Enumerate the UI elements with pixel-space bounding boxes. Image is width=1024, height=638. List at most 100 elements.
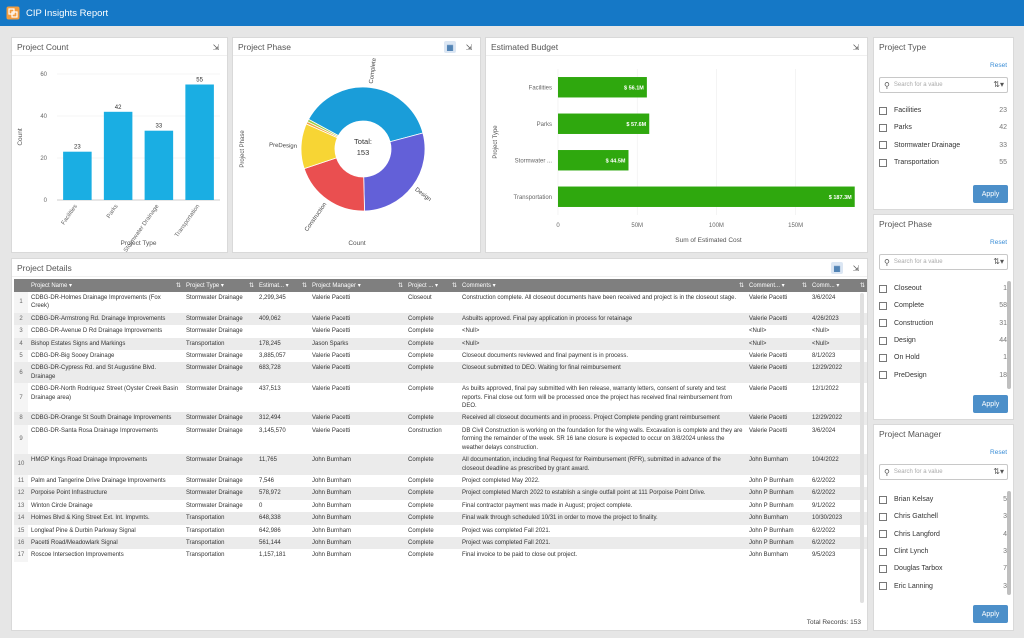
sort-icon[interactable]: ⇅ — [175, 283, 181, 289]
export-icon[interactable]: ⇲ — [852, 263, 860, 273]
checkbox[interactable] — [879, 284, 887, 293]
filter-item[interactable]: Design 44 — [879, 332, 1007, 349]
filter-item[interactable]: PreDesign 18 — [879, 366, 1007, 383]
filter-item[interactable]: Complete 58 — [879, 297, 1007, 314]
table-scrollbar[interactable] — [860, 293, 864, 603]
chevron-down-icon[interactable]: ▾ — [780, 283, 785, 289]
table-view-icon[interactable]: ▦ — [831, 262, 843, 274]
reset-link[interactable]: Reset — [990, 449, 1007, 456]
filter-item[interactable]: Chris Gatchell 3 — [879, 508, 1007, 525]
filter-item[interactable]: Closeout 1 — [879, 280, 1007, 297]
table-row[interactable]: 8 CDBG-DR-Orange St South Drainage Improv… — [14, 412, 867, 425]
table-row[interactable]: 2 CDBG-DR-Armstrong Rd. Drainage Improvem… — [14, 312, 867, 326]
table-row[interactable]: 10 HMGP Kings Road Drainage Improvements S… — [14, 454, 867, 475]
checkbox[interactable] — [879, 547, 887, 556]
chevron-down-icon[interactable]: ▾ — [284, 283, 289, 289]
sort-icon[interactable]: ⇅ — [248, 283, 254, 289]
table-row[interactable]: 12 Porpoise Point Infrastructure Stormwate… — [14, 487, 867, 500]
filter-item[interactable]: Eric Lanning 3 — [879, 577, 1007, 594]
table-row[interactable]: 7 CDBG-DR-North Rodriquez Street (Oyster … — [14, 383, 867, 413]
checkbox[interactable] — [879, 141, 887, 150]
column-header[interactable]: Comments ▾ ⇅ — [459, 279, 746, 292]
table-row[interactable]: 16 Pacetti Road/Meadowlark Signal Transpor… — [14, 536, 867, 550]
table-row[interactable]: 15 Longleaf Pine & Durbin Parkway Signal T… — [14, 524, 867, 537]
filter-item[interactable]: Stormwater Drainage 33 — [879, 137, 1007, 154]
checkbox[interactable] — [879, 495, 887, 504]
chevron-down-icon[interactable]: ▾ — [491, 283, 496, 289]
filter-scrollbar[interactable] — [1007, 491, 1011, 595]
filter-item[interactable]: Facilities 23 — [879, 102, 1007, 119]
table-row[interactable]: 13 Winton Circle Drainage Stormwater Drain… — [14, 499, 867, 513]
checkbox[interactable] — [879, 564, 887, 573]
checkbox[interactable] — [879, 530, 887, 539]
checkbox[interactable] — [879, 319, 887, 328]
apply-button[interactable]: Apply — [973, 185, 1008, 203]
filter-item-count: 3 — [1003, 548, 1007, 556]
checkbox[interactable] — [879, 353, 887, 362]
sort-icon[interactable]: ⇅ — [859, 283, 865, 289]
checkbox[interactable] — [879, 512, 887, 521]
filter-item[interactable]: Construction 31 — [879, 315, 1007, 332]
table-row[interactable]: 6 CDBG-DR-Cypress Rd. and St Augustine Bl… — [14, 362, 867, 384]
table-row[interactable]: 11 Palm and Tangerine Drive Drainage Impr… — [14, 474, 867, 488]
export-icon[interactable]: ⇲ — [465, 42, 473, 52]
checkbox[interactable] — [879, 123, 887, 132]
filter-item[interactable]: Douglas Tarbox 7 — [879, 560, 1007, 577]
column-header[interactable]: Project ... ▾ ⇅ — [405, 279, 459, 292]
column-header[interactable]: Comm... ▾ ⇅ — [809, 279, 867, 292]
export-icon[interactable]: ⇲ — [852, 42, 860, 52]
search-input[interactable]: ⚲ Search for a value ⇅▾ — [879, 77, 1008, 93]
chevron-down-icon[interactable]: ▾ — [67, 283, 73, 289]
table-row[interactable]: 14 Holmes Blvd & King Street Ext. Int. Im… — [14, 512, 867, 525]
sort-icon[interactable]: ⇅ — [397, 283, 403, 289]
table-container[interactable]: Project Name ▾ ⇅ Project Type ▾ ⇅ Estimat...… — [14, 279, 867, 609]
filter-item[interactable]: On Hold 1 — [879, 349, 1007, 366]
column-header[interactable]: Project Manager ▾ ⇅ — [309, 279, 405, 292]
sort-icon[interactable]: ⇅ — [738, 283, 744, 289]
sort-icon[interactable]: ⇅ — [801, 283, 807, 289]
checkbox[interactable] — [879, 582, 887, 591]
table-row[interactable]: 17 Roscoe Intersection Improvements Transp… — [14, 549, 867, 562]
sort-icon[interactable]: ⇅ — [301, 283, 307, 289]
filter-item[interactable]: Parks 42 — [879, 119, 1007, 136]
apply-button[interactable]: Apply — [973, 395, 1008, 413]
sort-icon[interactable]: ⇅▾ — [993, 80, 1004, 89]
sort-icon[interactable]: ⇅ — [451, 283, 457, 289]
sort-icon[interactable]: ⇅▾ — [993, 257, 1004, 266]
checkbox[interactable] — [879, 301, 887, 310]
filter-item[interactable]: Chris Langford 4 — [879, 526, 1007, 543]
table-cell: 683,728 — [256, 362, 309, 384]
table-row[interactable]: 1 CDBG-DR-Holmes Drainage Improvements (F… — [14, 292, 867, 313]
reset-link[interactable]: Reset — [990, 62, 1007, 69]
table-row[interactable]: 4 Bishop Estates Signs and Markings Transp… — [14, 337, 867, 351]
checkbox[interactable] — [879, 336, 887, 345]
table-cell: 1,157,181 — [259, 552, 286, 559]
search-input[interactable]: ⚲ Search for a value ⇅▾ — [879, 464, 1008, 480]
table-row[interactable]: 5 CDBG-DR-Big Sooey Drainage Stormwater Dr… — [14, 350, 867, 363]
filter-scrollbar[interactable] — [1007, 281, 1011, 389]
chevron-down-icon[interactable]: ▾ — [356, 283, 361, 289]
chevron-down-icon[interactable]: ▾ — [834, 283, 840, 289]
chevron-down-icon[interactable]: ▾ — [219, 283, 224, 289]
reset-link[interactable]: Reset — [990, 239, 1007, 246]
apply-button[interactable]: Apply — [973, 605, 1008, 623]
filter-item[interactable]: Clint Lynch 3 — [879, 543, 1007, 560]
checkbox[interactable] — [879, 158, 887, 167]
column-header[interactable]: Comment... ▾ ⇅ — [746, 279, 809, 292]
search-input[interactable]: ⚲ Search for a value ⇅▾ — [879, 254, 1008, 270]
column-header[interactable]: Project Type ▾ ⇅ — [183, 279, 256, 292]
table-row[interactable]: 3 CDBG-DR-Avenue D Rd Drainage Improvemen… — [14, 325, 867, 338]
chevron-down-icon[interactable]: ▾ — [433, 283, 439, 289]
checkbox[interactable] — [879, 106, 887, 115]
sort-icon[interactable]: ⇅▾ — [993, 467, 1004, 476]
column-header[interactable] — [14, 279, 28, 292]
table-cell: Valerie Pacetti — [312, 295, 351, 301]
table-view-icon[interactable]: ▦ — [444, 41, 456, 53]
export-icon[interactable]: ⇲ — [212, 42, 220, 52]
column-header[interactable]: Project Name ▾ ⇅ — [28, 279, 183, 292]
filter-item[interactable]: Brian Kelsay 5 — [879, 491, 1007, 508]
table-row[interactable]: 9 CDBG-DR-Santa Rosa Drainage Improvement… — [14, 424, 867, 455]
column-header[interactable]: Estimat... ▾ ⇅ — [256, 279, 309, 292]
checkbox[interactable] — [879, 371, 887, 380]
filter-item[interactable]: Transportation 55 — [879, 154, 1007, 171]
